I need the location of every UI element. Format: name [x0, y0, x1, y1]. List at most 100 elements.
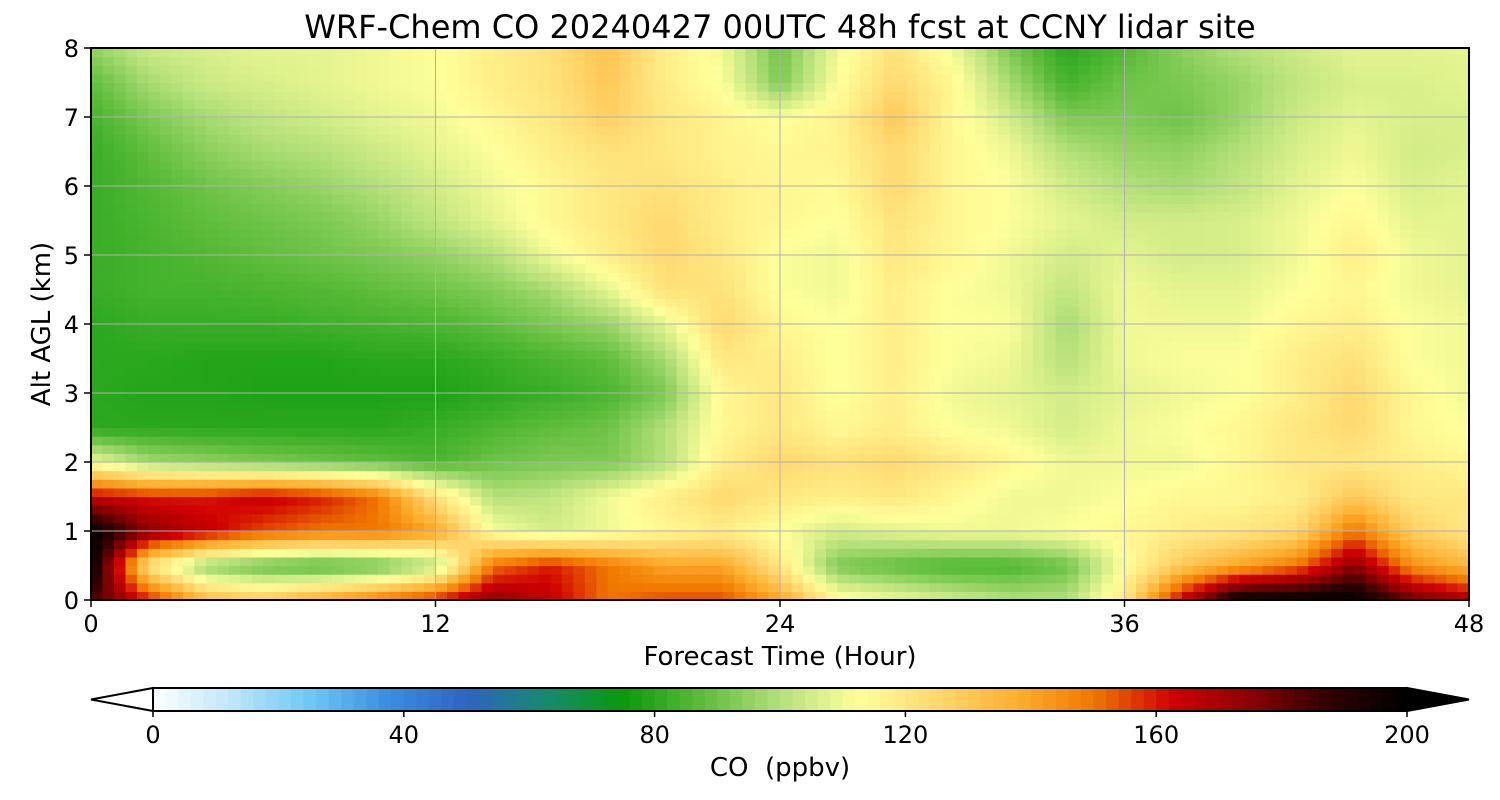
heatmap-cell — [722, 444, 735, 454]
heatmap-cell — [469, 393, 483, 403]
heatmap-cell — [263, 505, 276, 515]
heatmap-cell — [1354, 315, 1367, 325]
heatmap-cell — [883, 255, 896, 265]
heatmap-cell — [630, 505, 643, 515]
heatmap-cell — [366, 539, 379, 549]
heatmap-cell — [274, 246, 287, 256]
heatmap-cell — [1021, 358, 1034, 368]
heatmap-cell — [1388, 427, 1401, 437]
heatmap-cell — [802, 513, 816, 523]
heatmap-cell — [561, 358, 574, 368]
heatmap-cell — [389, 496, 402, 506]
heatmap-cell — [952, 341, 965, 351]
heatmap-cell — [263, 513, 276, 523]
heatmap-cell — [688, 401, 701, 411]
heatmap-cell — [320, 401, 333, 411]
heatmap-cell — [332, 487, 345, 498]
heatmap-cell — [125, 306, 138, 316]
heatmap-cell — [251, 582, 264, 592]
heatmap-cell — [711, 255, 724, 265]
heatmap-cell — [630, 384, 643, 394]
heatmap-cell — [653, 565, 666, 575]
heatmap-cell — [1388, 591, 1401, 600]
heatmap-cell — [1365, 436, 1378, 446]
heatmap-cell — [1090, 582, 1103, 592]
heatmap-cell — [332, 574, 345, 584]
heatmap-cell — [1181, 496, 1194, 506]
heatmap-cell — [848, 272, 861, 282]
heatmap-cell — [401, 539, 414, 549]
heatmap-cell — [1078, 453, 1091, 463]
heatmap-cell — [274, 358, 287, 368]
heatmap-cell — [1388, 539, 1401, 549]
heatmap-cell — [469, 582, 483, 592]
heatmap-cell — [171, 565, 184, 575]
heatmap-cell — [917, 513, 930, 523]
heatmap-cell — [1239, 332, 1252, 342]
heatmap-cell — [91, 444, 104, 454]
heatmap-cell — [676, 470, 689, 480]
heatmap-cell — [355, 444, 368, 454]
heatmap-cell — [1044, 298, 1057, 308]
heatmap-cell — [584, 505, 597, 515]
heatmap-cell — [734, 324, 747, 334]
heatmap-cell — [1055, 298, 1068, 308]
heatmap-cell — [975, 255, 988, 265]
heatmap-cell — [745, 280, 758, 291]
heatmap-cell — [894, 375, 907, 385]
heatmap-cell — [699, 393, 712, 403]
heatmap-cell — [1239, 591, 1252, 600]
heatmap-cell — [642, 496, 655, 506]
heatmap-cell — [194, 263, 207, 273]
heatmap-cell — [1067, 298, 1080, 308]
heatmap-cell — [1273, 315, 1286, 325]
heatmap-cell — [228, 298, 241, 308]
heatmap-cell — [688, 496, 701, 506]
heatmap-cell — [378, 263, 391, 273]
heatmap-cell — [1044, 513, 1057, 523]
heatmap-cell — [228, 496, 241, 506]
heatmap-cell — [435, 298, 448, 308]
heatmap-cell — [814, 289, 827, 299]
heatmap-cell — [136, 246, 150, 256]
heatmap-cell — [159, 591, 172, 600]
heatmap-cell — [515, 332, 528, 342]
heatmap-cell — [171, 539, 184, 549]
heatmap-cell — [481, 427, 494, 437]
heatmap-cell — [286, 367, 299, 377]
heatmap-cell — [228, 306, 241, 316]
heatmap-cell — [952, 418, 965, 429]
heatmap-cell — [596, 349, 609, 360]
heatmap-cell — [848, 315, 861, 325]
heatmap-cell — [757, 255, 770, 265]
heatmap-cell — [1124, 505, 1137, 515]
heatmap-cell — [401, 306, 414, 316]
heatmap-cell — [998, 436, 1011, 446]
heatmap-cell — [975, 470, 988, 480]
heatmap-cell — [837, 298, 850, 308]
heatmap-cell — [1021, 393, 1034, 403]
heatmap-cell — [1204, 367, 1217, 377]
heatmap-cell — [1319, 358, 1332, 368]
heatmap-cell — [515, 324, 528, 334]
heatmap-cell — [492, 263, 505, 273]
heatmap-cell — [642, 539, 655, 549]
heatmap-cell — [1021, 375, 1034, 385]
heatmap-cell — [1216, 358, 1229, 368]
heatmap-cell — [665, 332, 678, 342]
heatmap-cell — [366, 582, 379, 592]
heatmap-cell — [814, 332, 827, 342]
heatmap-cell — [1147, 556, 1160, 567]
heatmap-cell — [171, 427, 184, 437]
heatmap-cell — [355, 298, 368, 308]
heatmap-cell — [561, 410, 574, 420]
heatmap-cell — [102, 255, 115, 265]
heatmap-cell — [251, 263, 264, 273]
heatmap-cell — [1113, 410, 1126, 420]
heatmap-cell — [745, 332, 758, 342]
heatmap-cell — [1354, 393, 1367, 403]
heatmap-cell — [573, 315, 586, 325]
heatmap-cell — [527, 591, 540, 600]
heatmap-cell — [1273, 531, 1286, 541]
